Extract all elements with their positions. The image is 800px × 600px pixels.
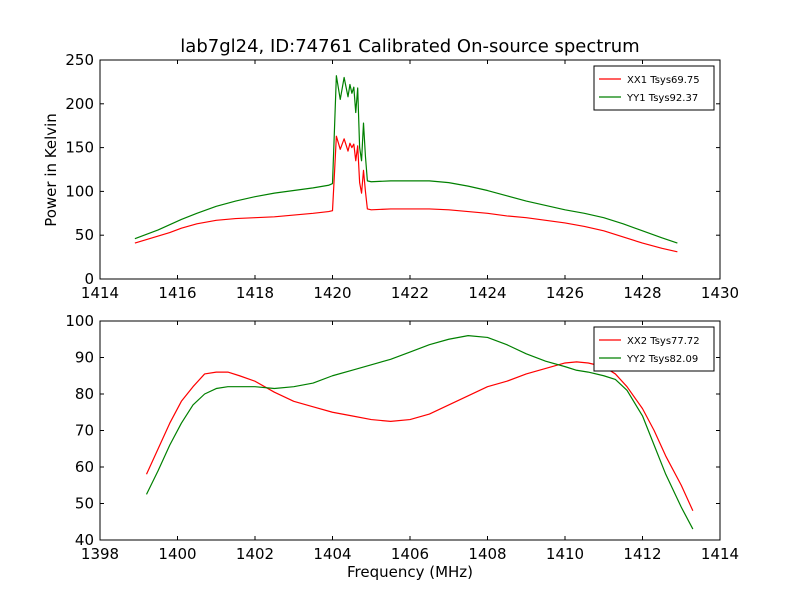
bottom-legend-label: XX2 Tsys77.72 bbox=[627, 336, 700, 347]
bottom-panel: Frequency (MHz) 1398 1400 1402 1404 1406 1408… bbox=[65, 312, 739, 581]
top-legend-box bbox=[593, 65, 715, 111]
top-y-axis-label: Power in Kelvin bbox=[42, 113, 60, 227]
top-y-tick-label: 100 bbox=[65, 182, 94, 200]
bottom-legend: XX2 Tsys77.72 YY2 Tsys82.09 bbox=[593, 326, 715, 372]
top-y-tick-label: 150 bbox=[65, 139, 94, 157]
bottom-x-tick-label: 1404 bbox=[313, 545, 351, 563]
bottom-y-tick-label: 60 bbox=[75, 458, 94, 476]
top-x-tick-label: 1420 bbox=[313, 284, 351, 302]
bottom-x-tick-label: 1412 bbox=[623, 545, 661, 563]
top-x-tick-label: 1422 bbox=[391, 284, 429, 302]
bottom-series-line-2 bbox=[145, 335, 694, 530]
top-legend-label: XX1 Tsys69.75 bbox=[627, 75, 700, 86]
bottom-y-tick-label: 80 bbox=[75, 385, 94, 403]
bottom-y-tick-label: 70 bbox=[75, 422, 94, 440]
top-x-tick-label: 1428 bbox=[623, 284, 661, 302]
bottom-x-tick-label: 1410 bbox=[546, 545, 584, 563]
top-panel: Power in Kelvin 1414 1416 1418 1420 1422 1424… bbox=[42, 51, 739, 302]
top-x-tick-label: 1418 bbox=[236, 284, 274, 302]
bottom-x-tick-label: 1408 bbox=[468, 545, 506, 563]
bottom-x-tick-label: 1414 bbox=[701, 545, 739, 563]
bottom-y-tick-label: 100 bbox=[65, 312, 94, 330]
bottom-x-axis-label: Frequency (MHz) bbox=[347, 563, 473, 581]
top-x-tick-label: 1424 bbox=[468, 284, 506, 302]
top-y-tick-label: 200 bbox=[65, 95, 94, 113]
top-x-tick-label: 1426 bbox=[546, 284, 584, 302]
top-series-line-2 bbox=[134, 75, 678, 244]
top-y-tick-label: 0 bbox=[84, 270, 94, 288]
bottom-legend-label: YY2 Tsys82.09 bbox=[626, 354, 698, 365]
bottom-y-tick-label: 90 bbox=[75, 349, 94, 367]
top-x-tick-label: 1430 bbox=[701, 284, 739, 302]
top-x-tick-label: 1416 bbox=[158, 284, 196, 302]
bottom-series-line-1 bbox=[145, 361, 694, 512]
bottom-x-tick-label: 1402 bbox=[236, 545, 274, 563]
chart-title: lab7gl24, ID:74761 Calibrated On-source … bbox=[180, 36, 639, 57]
top-y-tick-label: 50 bbox=[75, 226, 94, 244]
top-series-line-1 bbox=[134, 135, 678, 253]
bottom-y-tick-label: 50 bbox=[75, 495, 94, 513]
top-legend: XX1 Tsys69.75 YY1 Tsys92.37 bbox=[593, 65, 715, 111]
top-legend-label: YY1 Tsys92.37 bbox=[626, 93, 698, 104]
bottom-x-tick-label: 1406 bbox=[391, 545, 429, 563]
top-x-tick-label: 1414 bbox=[81, 284, 119, 302]
bottom-y-tick-label: 40 bbox=[75, 531, 94, 549]
bottom-x-tick-label: 1398 bbox=[81, 545, 119, 563]
top-y-tick-label: 250 bbox=[65, 51, 94, 69]
bottom-x-tick-label: 1400 bbox=[158, 545, 196, 563]
bottom-legend-box bbox=[593, 326, 715, 372]
